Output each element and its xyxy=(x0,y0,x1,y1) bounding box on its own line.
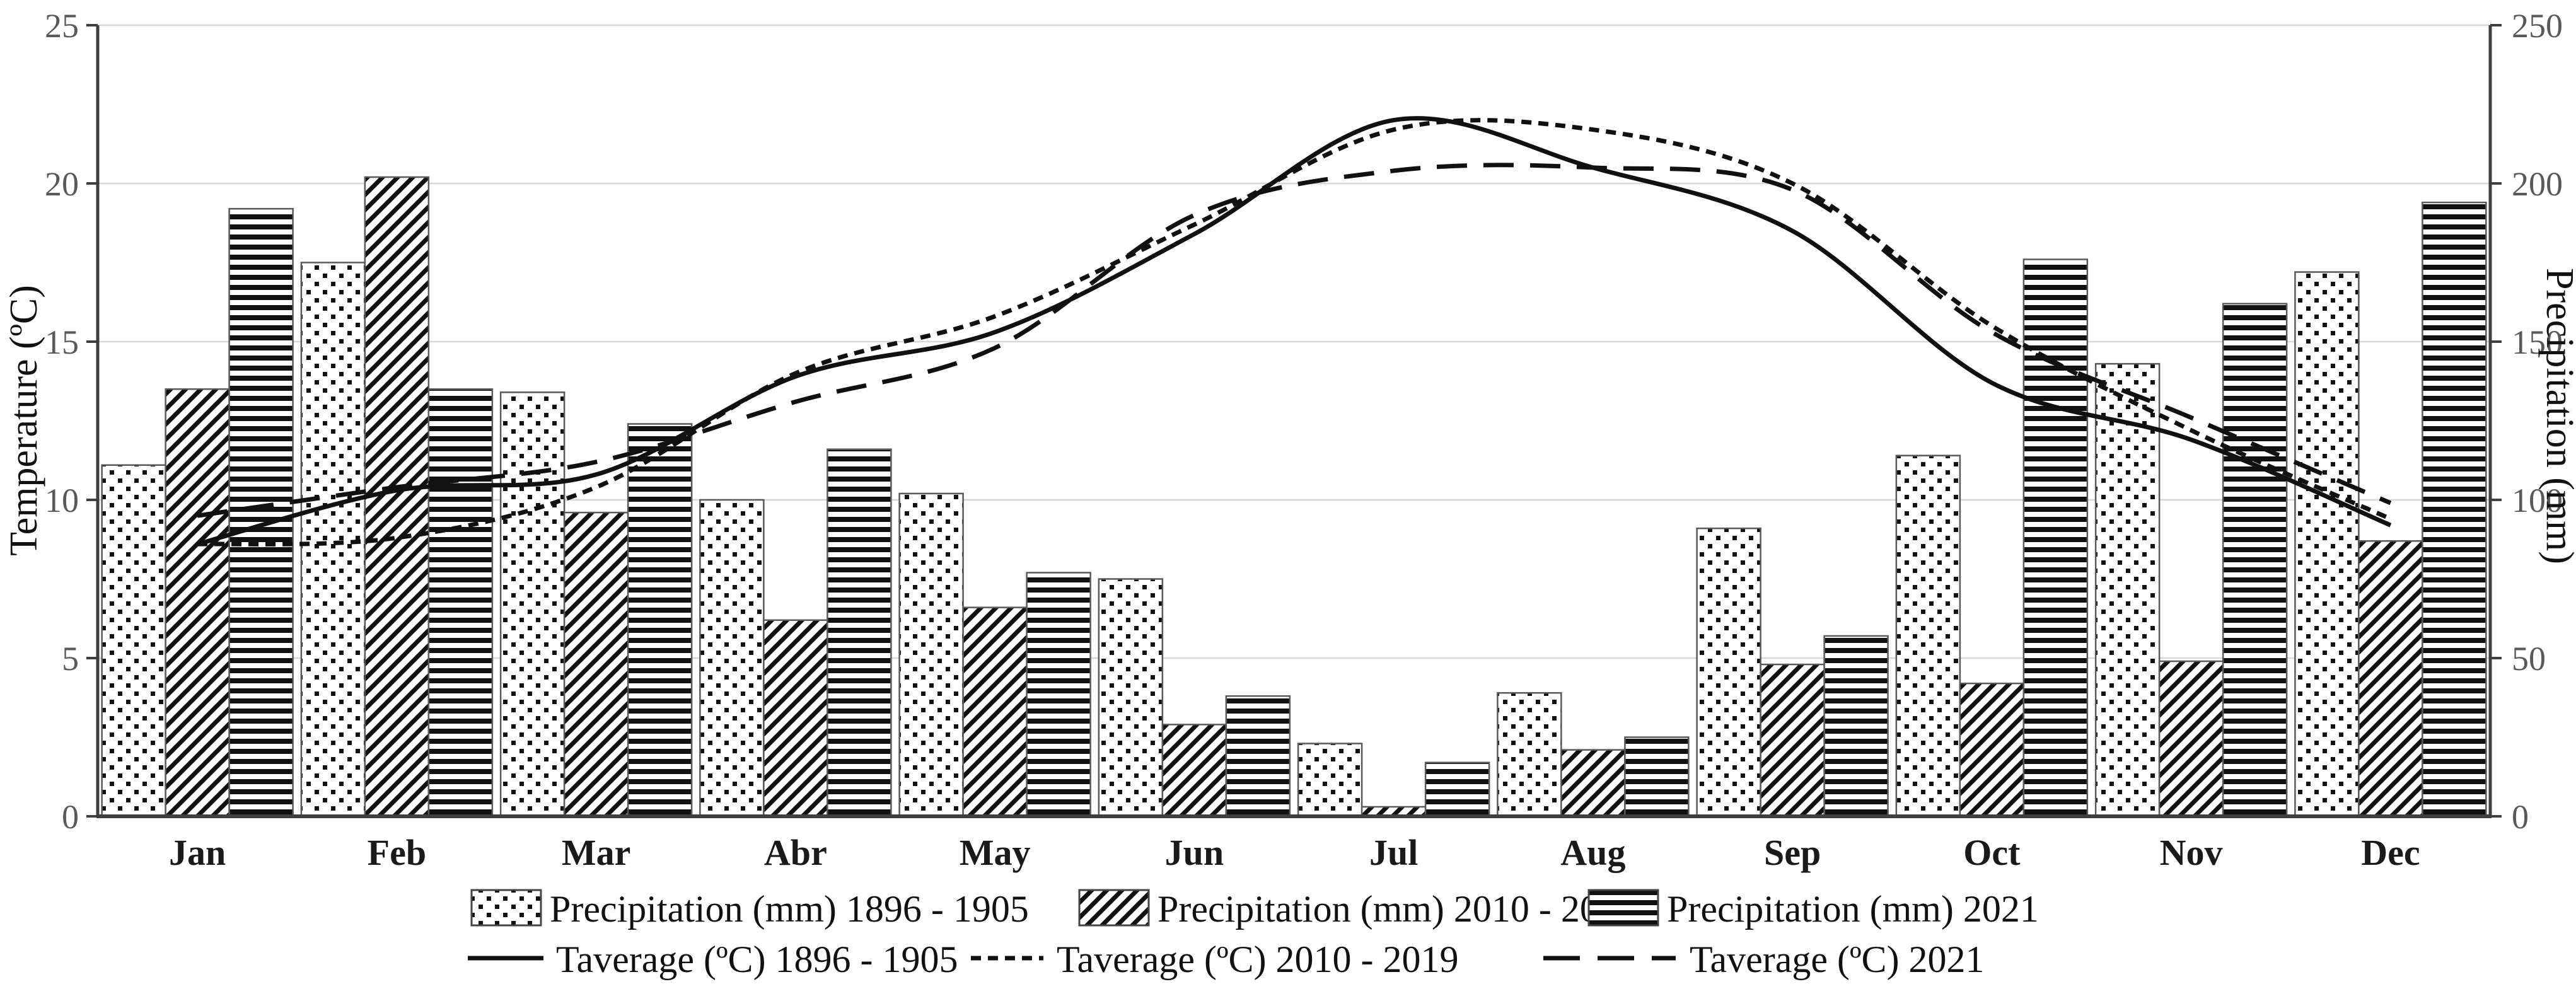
month-label: Feb xyxy=(368,832,426,873)
left-tick-label: 15 xyxy=(45,323,79,361)
left-tick-label: 5 xyxy=(62,640,79,678)
month-label: Jul xyxy=(1369,832,1418,873)
bar-dots xyxy=(1497,691,1562,818)
right-tick-label: 100 xyxy=(2512,482,2563,519)
bar-horizontal-stripes xyxy=(1624,736,1690,818)
bar-diagonal-hatch xyxy=(2158,660,2224,818)
right-tick-label: 150 xyxy=(2512,323,2563,361)
legend-label-tavg-2021: Taverage (ºC) 2021 xyxy=(1690,939,1985,980)
bar-diagonal-hatch xyxy=(2358,540,2423,818)
right-tick-label: 250 xyxy=(2512,7,2563,45)
bar-horizontal-stripes xyxy=(427,388,494,818)
bar-dots xyxy=(300,262,366,818)
month-label: Sep xyxy=(1764,832,1821,873)
bar-dots xyxy=(1098,578,1164,818)
month-label: Aug xyxy=(1560,832,1625,873)
bar-dots xyxy=(101,464,166,818)
bar-horizontal-stripes xyxy=(2222,303,2288,818)
left-tick-label: 10 xyxy=(45,482,79,519)
left-axis-tick-labels: 0 5 10 15 20 25 xyxy=(45,7,79,836)
month-label: Jan xyxy=(169,832,226,873)
month-label: Dec xyxy=(2361,832,2420,873)
bar-dots xyxy=(1895,454,1961,818)
legend-label-tavg-2010-2019: Taverage (ºC) 2010 - 2019 xyxy=(1057,939,1459,980)
left-axis-title: Temperature (ºC) xyxy=(3,285,45,556)
right-tick-label: 0 xyxy=(2512,798,2529,836)
bar-diagonal-hatch xyxy=(962,606,1028,818)
left-tick-label: 20 xyxy=(45,165,79,203)
temperature-lines xyxy=(197,116,2392,547)
bar-diagonal-hatch xyxy=(1560,749,1626,818)
bar-horizontal-stripes xyxy=(1026,572,1091,818)
month-labels: Jan Feb Mar Abr May Jun Jul Aug Sep Oct Nov Dec xyxy=(169,832,2420,873)
legend-row-precipitation: Precipitation (mm) 1896 - 1905 Precipita… xyxy=(470,888,2039,930)
left-tick-label: 0 xyxy=(62,798,79,836)
bar-dots xyxy=(1297,743,1363,818)
bar-diagonal-hatch xyxy=(1161,724,1227,818)
bar-diagonal-hatch xyxy=(1959,682,2025,818)
right-axis-title: Precipitation (mm) xyxy=(2538,268,2576,564)
left-tick-label: 25 xyxy=(45,7,79,45)
month-label: Oct xyxy=(1963,832,2021,873)
precipitation-bars xyxy=(101,176,2487,818)
legend-label-tavg-1896-1905: Taverage (ºC) 1896 - 1905 xyxy=(556,939,958,980)
bar-diagonal-hatch xyxy=(763,619,828,818)
legend-label-precip-2021: Precipitation (mm) 2021 xyxy=(1667,888,2039,930)
legend-swatch-dots xyxy=(470,889,542,927)
month-label: Jun xyxy=(1165,832,1224,873)
legend-label-precip-2010-2019: Precipitation (mm) 2010 - 2019 xyxy=(1157,888,1637,930)
right-tick-label: 200 xyxy=(2512,165,2563,203)
bar-horizontal-stripes xyxy=(2022,258,2089,818)
month-label: Mar xyxy=(562,832,631,873)
legend-swatch-diagonal-hatch xyxy=(1078,889,1150,927)
temperature-line-solid xyxy=(197,116,2392,547)
gridlines xyxy=(98,24,2490,659)
legend-label-precip-1896-1905: Precipitation (mm) 1896 - 1905 xyxy=(550,888,1029,930)
legend-row-temperature: Taverage (ºC) 1896 - 1905 Taverage (ºC) … xyxy=(468,939,1985,980)
bar-horizontal-stripes xyxy=(2422,201,2487,818)
bar-dots xyxy=(699,499,765,818)
month-label: May xyxy=(960,832,1031,873)
bar-horizontal-stripes xyxy=(1424,761,1490,818)
bar-horizontal-stripes xyxy=(1823,635,1889,818)
month-label: Nov xyxy=(2160,832,2223,873)
bar-dots xyxy=(499,391,566,818)
temperature-line-dashed-small xyxy=(197,118,2392,547)
right-tick-label: 50 xyxy=(2512,640,2546,678)
bar-dots xyxy=(898,492,964,818)
temperature-line-dashed-long xyxy=(197,163,2392,518)
bar-horizontal-stripes xyxy=(827,448,892,818)
bar-dots xyxy=(1696,527,1761,818)
axes xyxy=(86,24,2502,818)
bar-diagonal-hatch xyxy=(1760,663,1825,818)
bar-diagonal-hatch xyxy=(563,511,629,818)
legend-swatch-horizontal-stripes xyxy=(1587,889,1659,927)
bar-dots xyxy=(2294,271,2360,818)
bar-horizontal-stripes xyxy=(228,207,294,818)
bar-dots xyxy=(2094,362,2161,818)
bar-horizontal-stripes xyxy=(627,423,693,818)
bar-diagonal-hatch xyxy=(165,388,230,818)
bar-horizontal-stripes xyxy=(1225,695,1291,818)
month-label: Abr xyxy=(764,832,827,873)
right-axis-tick-labels: 0 50 100 150 200 250 xyxy=(2512,7,2563,836)
